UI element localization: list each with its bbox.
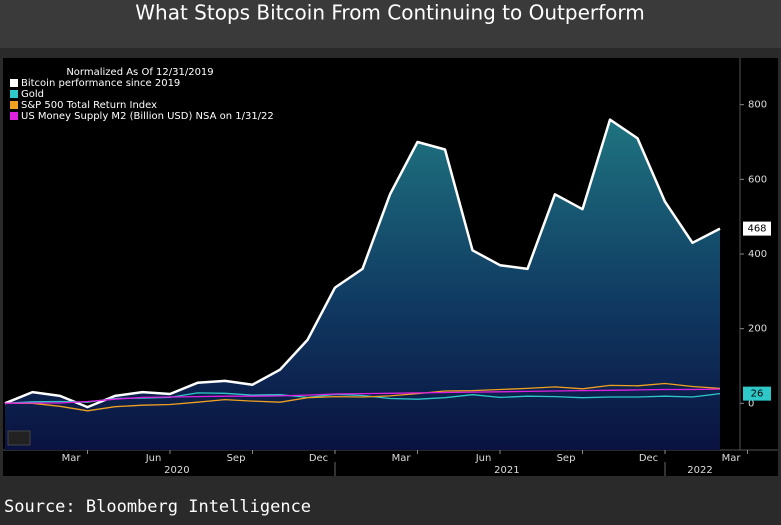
- y-tick-label: 800: [748, 100, 767, 111]
- chart-title: What Stops Bitcoin From Continuing to Ou…: [135, 1, 644, 25]
- x-tick-label: Jun: [475, 453, 492, 464]
- y-tick-label: 0: [748, 398, 754, 409]
- line: [4, 118, 721, 409]
- x-year-label: 2022: [687, 465, 712, 476]
- legend-swatch: [10, 112, 18, 120]
- end-badge: [743, 386, 771, 401]
- end-badge: [743, 221, 771, 236]
- end-label: 26: [751, 389, 764, 400]
- title-bar: [0, 0, 781, 48]
- y-tick-label: 400: [748, 249, 767, 260]
- end-label: 468: [747, 224, 766, 235]
- x-tick-label: Jun: [145, 453, 162, 464]
- legend-label: Gold: [21, 89, 44, 100]
- legend-label: S&P 500 Total Return Index: [21, 100, 157, 111]
- area: [5, 119, 720, 450]
- legend-swatch: [10, 79, 18, 87]
- line: [4, 388, 721, 404]
- x-year-label: 2020: [164, 465, 189, 476]
- y-tick-label: 200: [748, 324, 767, 335]
- x-tick-label: Sep: [557, 453, 576, 464]
- line: [5, 382, 721, 412]
- x-tick-label: Sep: [227, 453, 246, 464]
- legend-label: US Money Supply M2 (Billion USD) NSA on …: [21, 111, 274, 122]
- x-tick-label: Mar: [62, 453, 82, 464]
- x-tick-label: Mar: [392, 453, 412, 464]
- x-tick-label: Dec: [639, 453, 658, 464]
- legend-title: Normalized As Of 12/31/2019: [66, 67, 213, 78]
- source: Source: Bloomberg Intelligence: [4, 497, 311, 517]
- legend-box: [6, 64, 278, 127]
- x-tick-label: Dec: [309, 453, 328, 464]
- x-tick-label: Mar: [722, 453, 742, 464]
- x-year-label: 2021: [494, 465, 519, 476]
- legend-swatch: [10, 90, 18, 98]
- legend-swatch: [10, 101, 18, 109]
- legend-label: Bitcoin performance since 2019: [21, 78, 180, 89]
- chart-toggle[interactable]: [7, 430, 31, 446]
- y-tick-label: 600: [748, 174, 767, 185]
